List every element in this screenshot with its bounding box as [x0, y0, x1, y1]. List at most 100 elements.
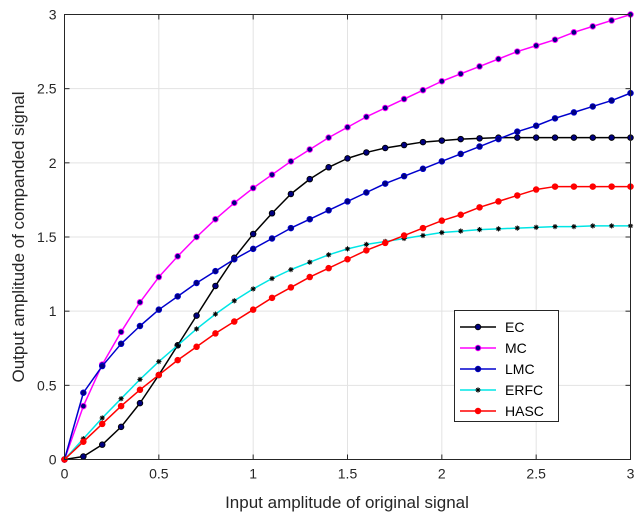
data-point-mc — [532, 42, 540, 49]
data-point-erfc — [514, 225, 520, 231]
legend: EC MC LMC ERFC HASC — [454, 310, 559, 422]
data-point-lmc — [608, 97, 615, 104]
data-point-erfc — [307, 259, 313, 265]
data-point-ec — [80, 453, 87, 460]
data-point-hasc — [476, 204, 483, 211]
data-point-hasc — [268, 294, 276, 302]
legend-marker-mc — [474, 344, 482, 352]
data-point-hasc — [136, 386, 144, 394]
data-point-mc — [193, 233, 200, 241]
data-point-erfc — [439, 229, 445, 236]
data-point-lmc — [551, 115, 559, 122]
y-tick-label: 0.5 — [37, 377, 57, 393]
data-point-ec — [325, 164, 332, 171]
data-point-mc — [117, 328, 125, 336]
data-point-mc — [268, 171, 276, 178]
data-point-hasc — [249, 306, 257, 313]
data-point-erfc — [175, 342, 181, 348]
data-point-mc — [306, 146, 314, 153]
data-point-lmc — [438, 158, 446, 165]
y-tick-label: 0 — [49, 452, 57, 468]
data-point-hasc — [419, 224, 427, 232]
legend-entry-erfc: ERFC — [460, 382, 543, 398]
data-point-lmc — [495, 135, 502, 143]
data-point-hasc — [287, 284, 295, 291]
data-point-lmc — [136, 322, 144, 330]
data-point-mc — [363, 113, 370, 121]
data-point-erfc — [344, 246, 351, 252]
data-point-erfc — [288, 267, 294, 273]
legend-items: EC MC LMC ERFC HASC — [460, 319, 544, 419]
data-point-hasc — [457, 211, 464, 218]
data-point-ec — [551, 134, 559, 141]
data-point-hasc — [438, 217, 446, 224]
y-axis-label: Output amplitude of companded signal — [9, 91, 28, 382]
data-point-erfc — [552, 224, 558, 230]
data-point-lmc — [419, 165, 427, 173]
data-point-hasc — [193, 343, 200, 351]
legend-label-mc: MC — [505, 340, 527, 356]
data-point-lmc — [325, 207, 332, 214]
data-point-mc — [495, 55, 502, 63]
legend-box — [454, 310, 559, 422]
data-point-hasc — [514, 192, 521, 199]
legend-label-erfc: ERFC — [505, 382, 543, 398]
y-tick-label: 3 — [49, 7, 57, 23]
data-point-hasc — [98, 420, 106, 428]
data-point-lmc — [514, 128, 521, 135]
data-point-erfc — [231, 298, 237, 304]
data-point-erfc — [363, 241, 369, 248]
data-point-erfc — [609, 223, 615, 229]
data-point-hasc — [495, 198, 502, 205]
series-lmc — [61, 89, 634, 463]
data-point-mc — [287, 158, 295, 165]
data-point-erfc — [118, 396, 124, 402]
data-point-mc — [231, 199, 238, 207]
data-point-lmc — [570, 109, 578, 116]
data-point-hasc — [80, 438, 87, 445]
data-point-lmc — [231, 256, 238, 263]
x-tick-label: 1.5 — [338, 466, 358, 482]
data-point-hasc — [363, 247, 370, 254]
ticks — [64, 14, 631, 460]
legend-label-lmc: LMC — [505, 361, 535, 377]
legend-label-hasc: HASC — [505, 403, 544, 419]
data-point-ec — [419, 138, 427, 146]
data-point-hasc — [400, 232, 408, 239]
data-point-erfc — [99, 415, 105, 421]
data-point-erfc — [533, 224, 539, 230]
data-point-mc — [174, 253, 181, 260]
data-point-mc — [325, 134, 332, 141]
data-point-ec — [363, 149, 370, 156]
data-point-hasc — [344, 256, 351, 263]
data-point-hasc — [117, 402, 125, 410]
data-point-mc — [249, 184, 257, 192]
data-point-mc — [438, 77, 446, 85]
data-point-mc — [608, 17, 615, 24]
y-tick-label: 2.5 — [37, 81, 57, 97]
data-point-lmc — [363, 189, 370, 196]
data-point-lmc — [80, 389, 87, 397]
data-point-erfc — [193, 326, 200, 332]
data-point-mc — [344, 123, 351, 131]
data-point-mc — [136, 299, 144, 306]
legend-entry-mc: MC — [460, 340, 527, 356]
data-point-ec — [457, 135, 464, 143]
data-point-ec — [98, 441, 106, 448]
legend-marker-ec — [474, 323, 482, 331]
data-point-lmc — [400, 172, 408, 180]
data-point-mc — [381, 104, 389, 112]
data-point-lmc — [457, 150, 464, 158]
data-point-hasc — [155, 371, 163, 379]
data-point-mc — [80, 402, 87, 410]
data-point-erfc — [269, 275, 275, 282]
legend-marker-erfc — [475, 387, 481, 393]
data-point-ec — [438, 137, 446, 144]
data-point-mc — [212, 215, 219, 223]
data-point-hasc — [589, 183, 597, 190]
data-point-ec — [589, 134, 597, 141]
legend-entry-ec: EC — [460, 319, 524, 335]
x-tick-label: 2 — [438, 466, 446, 482]
tick-labels: 0 0.5 1 1.5 2 2.5 3 0 0.5 1 1.5 2 2.5 3 — [37, 7, 635, 482]
